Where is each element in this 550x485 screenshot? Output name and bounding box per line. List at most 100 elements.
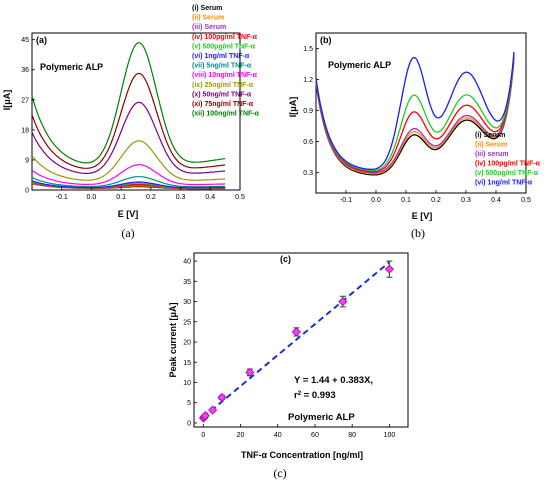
caption-a: (a) bbox=[121, 226, 134, 240]
chart-c-ytick-label: 30 bbox=[183, 299, 191, 306]
chart-a-legend-item: (iv) 100pg/ml TNF-α bbox=[192, 34, 258, 41]
chart-c-marker bbox=[338, 296, 348, 307]
chart-c-r2: r2 = 0.993 bbox=[294, 390, 336, 401]
chart-c-annotation: Polymeric ALP bbox=[288, 412, 355, 423]
chart-a-legend-item: (vi) 1ng/ml TNF-α bbox=[192, 53, 250, 60]
chart-b-ytick-label: 0.3 bbox=[303, 170, 313, 177]
chart-c-marker bbox=[384, 264, 394, 274]
chart-c-ytick-label: 25 bbox=[183, 319, 191, 326]
chart-b-legend-item: (iv) 100pg/ml TNF-α bbox=[475, 161, 541, 168]
chart-c-ylabel: Peak current [μA] bbox=[168, 302, 178, 377]
chart-b: -0.1 0.0 0.1 0.2 0.3 0.4 0.5 0.3 0.6 0.9 1.2 1.5 (… bbox=[288, 32, 541, 221]
chart-c-r2-label: r bbox=[294, 390, 298, 401]
chart-b-legend-item: (iii) serum bbox=[475, 151, 508, 158]
chart-b-xlabel: E [V] bbox=[412, 211, 433, 221]
chart-a-series-line bbox=[31, 164, 226, 186]
chart-a-legend-item: (vii) 5ng/ml TNF-α bbox=[192, 63, 252, 70]
chart-c-point bbox=[200, 411, 210, 421]
chart-b-ytick-label: 1.5 bbox=[303, 46, 313, 53]
chart-c-point bbox=[217, 392, 227, 403]
chart-b-series-line bbox=[315, 53, 515, 172]
chart-c-xtick-label: 40 bbox=[274, 432, 282, 439]
chart-a-series-line bbox=[31, 176, 226, 188]
chart-b-legend-item: (v) 500pg/ml TNF-α bbox=[475, 170, 539, 177]
chart-a-ytick-label: 45 bbox=[21, 37, 29, 44]
chart-c-xlabel: TNF-α Concentration [ng/ml] bbox=[241, 450, 363, 460]
chart-c-ytick-label: 10 bbox=[183, 380, 191, 387]
chart-a-ytick-label: 36 bbox=[21, 67, 29, 74]
chart-a-xtick-label: -0.1 bbox=[56, 194, 68, 201]
chart-a-xtick-label: 0.4 bbox=[205, 194, 215, 201]
chart-a-ytick-label: 9 bbox=[25, 157, 29, 164]
chart-c-r2-value: = 0.993 bbox=[301, 390, 336, 401]
chart-c-equation: Y = 1.44 + 0.383X, bbox=[294, 375, 373, 386]
chart-c-frame bbox=[193, 252, 409, 428]
chart-c-ytick-label: 20 bbox=[183, 340, 191, 347]
chart-c-ytick-label: 40 bbox=[183, 259, 191, 266]
chart-b-frame bbox=[315, 32, 527, 194]
chart-b-xtick-label: -0.1 bbox=[340, 197, 352, 204]
chart-b-xtick-label: 0.0 bbox=[371, 197, 381, 204]
chart-c-point bbox=[338, 295, 348, 308]
chart-a-legend-item: (viii) 10ng/ml TNF-α bbox=[192, 72, 258, 79]
chart-b-series-line bbox=[315, 58, 515, 176]
chart-b-legend-item: (ii) Serum bbox=[475, 142, 507, 149]
chart-c-point bbox=[384, 260, 394, 278]
chart-a-panel-label: (a) bbox=[36, 35, 47, 45]
chart-a-legend-item: (ii) Serum bbox=[192, 15, 224, 22]
chart-c-marker bbox=[208, 405, 218, 415]
chart-c-ytick-label: 15 bbox=[183, 360, 191, 367]
chart-b-series-line bbox=[315, 56, 515, 174]
chart-c-r2-sup: 2 bbox=[298, 391, 302, 397]
chart-a-series-line bbox=[31, 101, 226, 174]
chart-c-xtick-label: 100 bbox=[384, 432, 396, 439]
chart-b-series-line bbox=[315, 55, 515, 173]
chart-b-legend-item: (i) Serum bbox=[475, 132, 505, 139]
chart-c-point bbox=[245, 367, 255, 377]
chart-c-marker bbox=[200, 411, 210, 421]
chart-a-legend-item: (ix) 25ng/ml TNF-α bbox=[192, 82, 254, 89]
chart-c-panel-label: (c) bbox=[280, 254, 291, 264]
chart-b-xtick-label: 0.5 bbox=[521, 197, 531, 204]
chart-c-ytick-label: 0 bbox=[187, 420, 191, 427]
chart-b-ytick-label: 0.9 bbox=[303, 108, 313, 115]
chart-a-xtick-label: 0.0 bbox=[87, 194, 97, 201]
chart-c: 0 20 40 60 80 100 0 5 10 15 20 25 30 35 40 (c) Y = 1.… bbox=[168, 252, 409, 460]
chart-b-panel-label: (b) bbox=[320, 35, 332, 45]
chart-a-frame bbox=[31, 32, 241, 191]
chart-a-legend-item: (i) Serum bbox=[192, 5, 222, 12]
chart-c-xtick-label: 60 bbox=[311, 432, 319, 439]
chart-b-xtick-label: 0.4 bbox=[491, 197, 501, 204]
chart-b-series-line bbox=[315, 57, 515, 175]
chart-b-xtick-label: 0.3 bbox=[461, 197, 471, 204]
chart-c-ytick-label: 35 bbox=[183, 279, 191, 286]
chart-c-point bbox=[291, 327, 301, 337]
chart-a-legend-item: (v) 500pg/ml TNF-α bbox=[192, 43, 256, 50]
chart-c-marker bbox=[217, 392, 227, 403]
chart-a-legend-item: (iii) Serum bbox=[192, 24, 226, 31]
chart-a-legend-item: (x) 50ng/ml TNF-α bbox=[192, 91, 252, 98]
chart-c-xtick-label: 20 bbox=[237, 432, 245, 439]
chart-a-annotation: Polymeric ALP bbox=[40, 62, 103, 72]
chart-a-xtick-label: 0.1 bbox=[116, 194, 126, 201]
chart-b-ytick-label: 1.2 bbox=[303, 77, 313, 84]
chart-b-ytick-label: 0.6 bbox=[303, 139, 313, 146]
chart-b-legend-item: (vi) 1ng/ml TNF-α bbox=[475, 180, 533, 187]
chart-c-ytick-label: 5 bbox=[187, 400, 191, 407]
chart-a-ytick-label: 0 bbox=[25, 188, 29, 195]
chart-a-series-line bbox=[31, 42, 226, 164]
chart-c-xtick-label: 0 bbox=[201, 432, 205, 439]
chart-a-series-line bbox=[31, 72, 226, 169]
chart-a-series-line bbox=[31, 180, 226, 189]
chart-c-marker bbox=[245, 367, 255, 377]
chart-a-legend-item: (xi) 75ng/ml TNF-α bbox=[192, 101, 254, 108]
chart-b-annotation: Polymeric ALP bbox=[328, 60, 391, 70]
chart-a-xlabel: E [V] bbox=[118, 209, 139, 219]
chart-a-legend-item: (xii) 100ng/ml TNF-α bbox=[192, 111, 260, 118]
chart-b-xtick-label: 0.2 bbox=[431, 197, 441, 204]
chart-a-xtick-label: 0.5 bbox=[235, 194, 245, 201]
caption-b: (b) bbox=[411, 226, 425, 240]
chart-c-xtick-label: 80 bbox=[348, 432, 356, 439]
chart-a-series-line bbox=[31, 140, 226, 181]
